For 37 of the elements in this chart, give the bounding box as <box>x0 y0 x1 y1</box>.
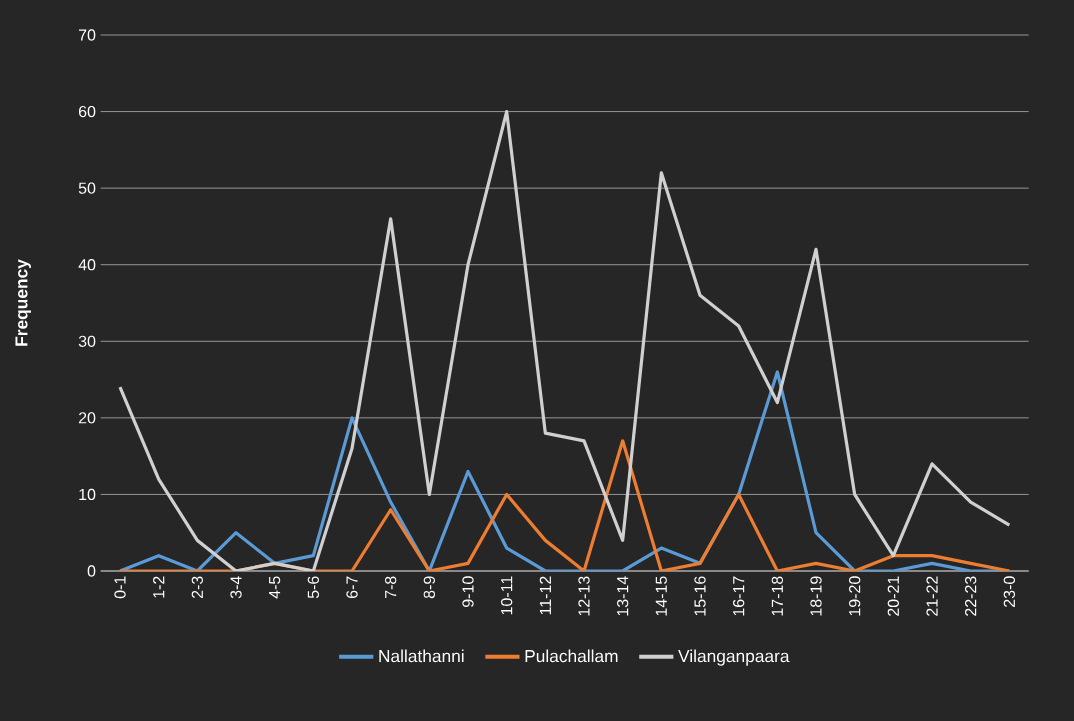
x-tick-label: 0-1 <box>114 576 126 599</box>
x-tick-label: 14-15 <box>655 576 667 616</box>
y-tick-label: 40 <box>78 259 96 271</box>
y-tick-label: 50 <box>78 182 96 194</box>
x-tick-label: 1-2 <box>153 576 165 598</box>
y-tick-label: 30 <box>78 335 96 347</box>
y-tick-label: 10 <box>79 488 96 501</box>
x-tick-label: 8-9 <box>423 576 435 599</box>
y-tick-label: 20 <box>78 412 96 424</box>
x-tick-label: 23-0 <box>1003 576 1015 607</box>
x-tick-label: 10-11 <box>501 576 513 615</box>
x-tick-label: 4-5 <box>269 576 281 599</box>
legend-label: Nallathanni <box>379 649 464 663</box>
x-tick-label: 17-18 <box>771 576 783 616</box>
x-tick-label: 6-7 <box>346 576 358 599</box>
x-tick-label: 13-14 <box>617 576 629 616</box>
y-tick-label: 60 <box>78 105 96 118</box>
x-tick-label: 11-12 <box>539 576 551 615</box>
y-tick-label: 70 <box>78 29 96 41</box>
line-series <box>118 109 1011 571</box>
y-axis-title: Frequency <box>15 259 31 346</box>
legend-label: Pulachallam <box>525 649 618 663</box>
x-tick-label: 18-19 <box>810 576 822 616</box>
y-tick-label: 0 <box>87 565 96 577</box>
x-tick-label: 22-23 <box>965 576 977 616</box>
x-tick-label: 19-20 <box>849 576 861 616</box>
x-tick-label: 16-17 <box>733 576 745 616</box>
x-tick-label: 20-21 <box>887 576 899 616</box>
legend-label: Vilanganpaara <box>678 649 790 666</box>
x-tick-label: 21-22 <box>926 576 938 616</box>
x-tick-label: 9-10 <box>462 576 474 607</box>
x-tick-label: 2-3 <box>191 576 203 599</box>
x-tick-label: 12-13 <box>578 576 590 616</box>
x-tick-label: 15-16 <box>694 576 706 616</box>
x-tick-label: 3-4 <box>230 576 242 599</box>
x-tick-label: 7-8 <box>385 576 397 599</box>
x-tick-label: 5-6 <box>307 576 319 599</box>
